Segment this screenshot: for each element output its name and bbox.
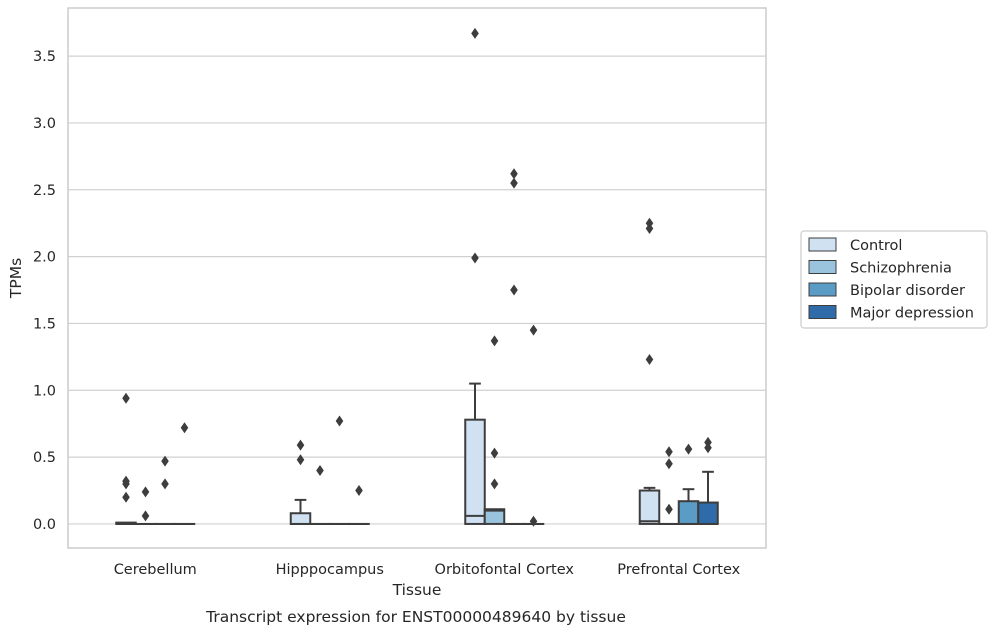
outlier-point bbox=[665, 458, 673, 470]
x-axis-ticks: Cerebellum Hipppocampus Orbitofontal Corte… bbox=[114, 562, 741, 578]
outlier-point bbox=[665, 503, 673, 515]
series-bipolar-disorder bbox=[154, 168, 700, 525]
box-body bbox=[697, 501, 719, 525]
y-axis-ticks: 0.0 0.5 1.0 1.5 2.0 2.5 3.0 3.5 bbox=[33, 49, 56, 533]
outlier-point bbox=[510, 284, 518, 296]
outlier-point bbox=[490, 478, 499, 490]
outlier-point bbox=[510, 168, 518, 180]
outlier-point bbox=[161, 455, 169, 467]
outlier-point bbox=[684, 443, 693, 455]
box-body bbox=[289, 512, 312, 525]
box bbox=[503, 168, 525, 525]
x-axis-label: Tissue bbox=[392, 581, 442, 599]
box-body bbox=[464, 418, 486, 525]
box bbox=[154, 455, 176, 525]
y-tick-label: 0.5 bbox=[33, 450, 56, 466]
outlier-point bbox=[490, 335, 499, 347]
legend-item: Control bbox=[808, 237, 902, 254]
box bbox=[638, 217, 661, 525]
box bbox=[309, 464, 331, 525]
box bbox=[483, 335, 506, 525]
legend-label: Bipolar disorder bbox=[850, 283, 965, 299]
box bbox=[697, 436, 719, 525]
y-tick-label: 1.0 bbox=[33, 383, 56, 399]
box bbox=[328, 415, 351, 525]
box bbox=[115, 392, 137, 525]
chart-caption: Transcript expression for ENST0000048964… bbox=[205, 608, 626, 626]
box bbox=[677, 443, 700, 525]
outlier-point bbox=[355, 485, 363, 497]
outlier-point bbox=[141, 486, 150, 498]
legend-label: Schizophrenia bbox=[850, 261, 952, 277]
outlier-point bbox=[122, 478, 130, 490]
outlier-point bbox=[645, 354, 654, 366]
legend-item: Bipolar disorder bbox=[808, 282, 965, 299]
outlier-point bbox=[122, 392, 130, 404]
y-axis-label: TPMs bbox=[7, 258, 25, 299]
series-control bbox=[115, 27, 661, 525]
outlier-point bbox=[335, 415, 344, 427]
outlier-point bbox=[645, 223, 654, 235]
box-body bbox=[677, 500, 700, 525]
box-body bbox=[638, 489, 661, 525]
outlier-point bbox=[529, 324, 538, 336]
x-tick-label: Prefrontal Cortex bbox=[617, 562, 740, 578]
y-tick-label: 2.5 bbox=[33, 183, 56, 199]
outlier-point bbox=[180, 422, 189, 434]
box-series bbox=[115, 27, 719, 527]
legend-swatch bbox=[808, 282, 837, 297]
box bbox=[658, 446, 680, 525]
box bbox=[522, 324, 545, 527]
outlier-point bbox=[510, 177, 518, 189]
box bbox=[173, 422, 196, 525]
legend-item: Major depression bbox=[808, 305, 974, 322]
y-tick-label: 0.0 bbox=[33, 517, 56, 533]
outlier-point bbox=[471, 252, 479, 264]
outlier-point bbox=[704, 442, 712, 454]
box-body bbox=[483, 508, 506, 525]
y-tick-label: 3.5 bbox=[33, 49, 56, 65]
plot-frame bbox=[67, 7, 767, 549]
outlier-point bbox=[316, 464, 324, 476]
box bbox=[289, 439, 312, 525]
legend-label: Major depression bbox=[850, 306, 974, 322]
y-tick-label: 2.0 bbox=[33, 250, 56, 266]
outlier-point bbox=[122, 491, 130, 503]
box bbox=[464, 27, 486, 525]
y-tick-label: 1.5 bbox=[33, 316, 56, 332]
legend-frame bbox=[800, 230, 988, 329]
outlier-point bbox=[490, 447, 499, 459]
legend-swatch bbox=[808, 260, 837, 274]
legend: Control Schizophrenia Bipolar disorder Majo… bbox=[800, 230, 988, 329]
outlier-point bbox=[471, 27, 479, 39]
x-tick-label: Hipppocampus bbox=[276, 562, 384, 578]
series-schizophrenia bbox=[134, 335, 680, 525]
box bbox=[348, 485, 370, 525]
outlier-point bbox=[296, 439, 305, 451]
legend-swatch bbox=[808, 237, 837, 252]
x-tick-label: Orbitofontal Cortex bbox=[435, 562, 575, 578]
y-tick-label: 3.0 bbox=[33, 116, 56, 132]
outlier-point bbox=[141, 510, 150, 522]
box bbox=[134, 486, 157, 525]
legend-label: Control bbox=[850, 238, 902, 254]
legend-item: Schizophrenia bbox=[808, 260, 952, 277]
outlier-point bbox=[529, 515, 538, 527]
legend-swatch bbox=[808, 305, 837, 319]
outlier-point bbox=[161, 478, 169, 490]
x-tick-label: Cerebellum bbox=[114, 562, 197, 578]
series-major-depression bbox=[173, 324, 719, 527]
outlier-point bbox=[665, 446, 673, 458]
grid-lines bbox=[68, 55, 766, 525]
outlier-point bbox=[296, 454, 305, 466]
